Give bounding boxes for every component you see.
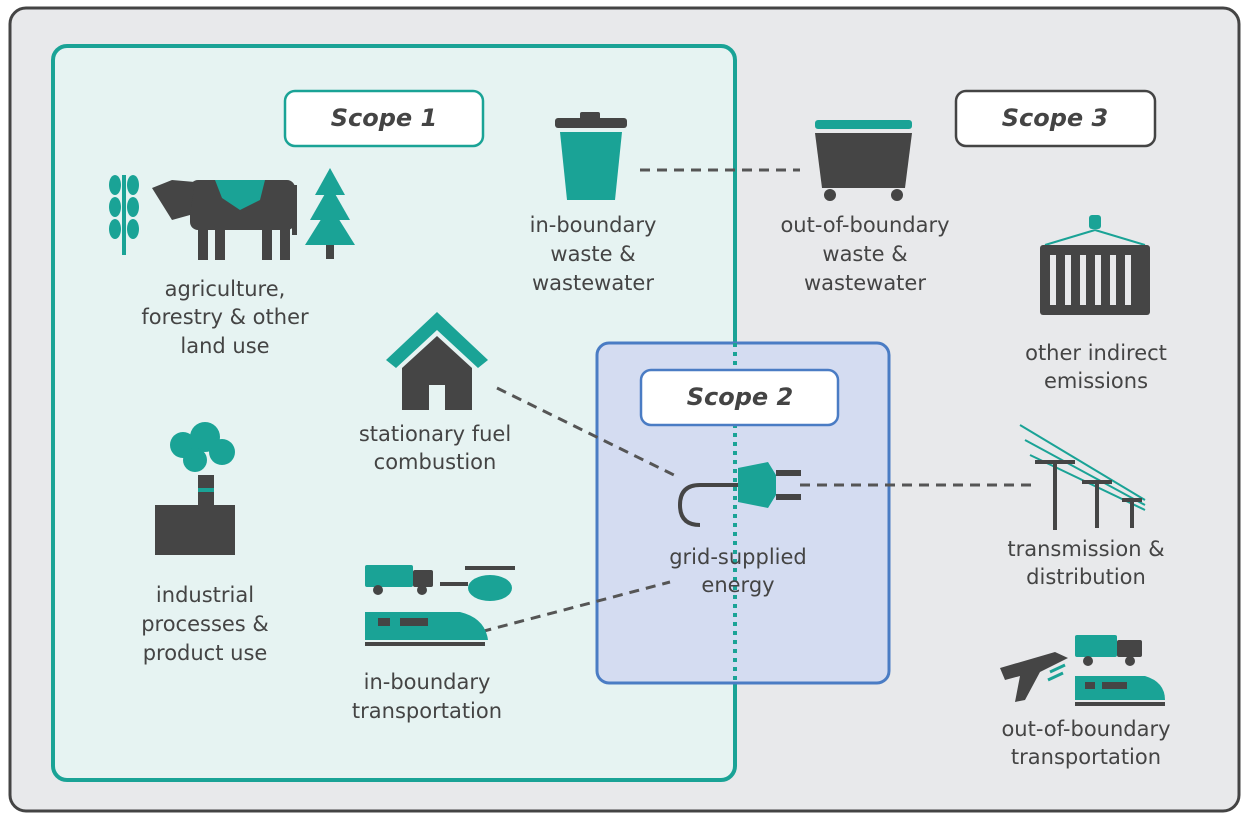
node-label: in-boundary xyxy=(530,213,657,237)
node-label: stationary fuel xyxy=(359,422,511,446)
scope-label: Scope 1 xyxy=(331,104,438,132)
node-label: processes & xyxy=(141,612,269,636)
connectors xyxy=(464,168,1035,638)
node-label: waste & xyxy=(822,242,907,266)
node-label: transportation xyxy=(1011,745,1161,769)
node-label: combustion xyxy=(374,450,497,474)
node-label: other indirect xyxy=(1025,341,1167,365)
node-label: grid-supplied xyxy=(669,545,807,569)
scope-label: Scope 2 xyxy=(687,383,794,411)
node-label: land use xyxy=(180,334,269,358)
node-label: wastewater xyxy=(532,271,654,295)
node-label: in-boundary xyxy=(364,670,491,694)
scope-badge xyxy=(954,89,1157,148)
scope-badge xyxy=(639,368,840,427)
icons xyxy=(109,112,1165,706)
scope-badge xyxy=(283,89,485,148)
node-label: out-of-boundary xyxy=(1001,717,1170,741)
node-label: emissions xyxy=(1044,369,1148,393)
node-labels: agriculture, forestry & other land use i… xyxy=(141,213,1170,769)
node-label: transmission & xyxy=(1007,537,1164,561)
scope2-boundary xyxy=(595,341,891,685)
node-label: forestry & other xyxy=(141,305,309,329)
node-label: product use xyxy=(143,641,268,665)
node-label: industrial xyxy=(156,583,254,607)
node-label: energy xyxy=(701,573,774,597)
node-label: distribution xyxy=(1026,565,1146,589)
node-label: waste & xyxy=(550,242,635,266)
scope-label: Scope 3 xyxy=(1002,104,1109,132)
node-label: wastewater xyxy=(804,271,926,295)
node-label: transportation xyxy=(352,699,502,723)
node-label: out-of-boundary xyxy=(780,213,949,237)
node-label: agriculture, xyxy=(165,277,286,301)
